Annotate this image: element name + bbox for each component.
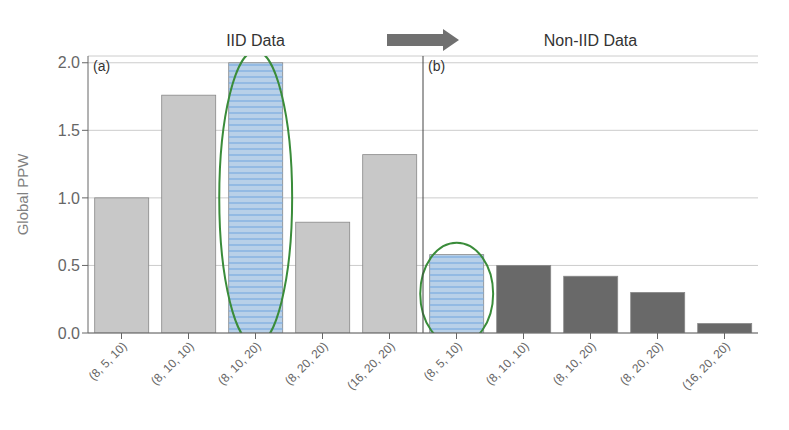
svg-text:(b): (b) — [428, 58, 445, 74]
svg-text:(a): (a) — [93, 58, 110, 74]
svg-text:IID Data: IID Data — [226, 32, 285, 49]
svg-text:(8, 10, 20): (8, 10, 20) — [550, 339, 599, 388]
svg-text:(16, 20, 20): (16, 20, 20) — [679, 339, 732, 392]
svg-text:(8, 20, 20): (8, 20, 20) — [282, 339, 331, 388]
svg-text:(8, 20, 20): (8, 20, 20) — [617, 339, 666, 388]
svg-text:1.5: 1.5 — [58, 122, 80, 139]
svg-text:Global PPW: Global PPW — [14, 153, 31, 236]
svg-text:(8, 5, 10): (8, 5, 10) — [86, 339, 130, 383]
svg-text:1.0: 1.0 — [58, 190, 80, 207]
svg-text:(8, 10, 10): (8, 10, 10) — [483, 339, 532, 388]
svg-text:Non-IID Data: Non-IID Data — [544, 32, 637, 49]
svg-text:0.5: 0.5 — [58, 257, 80, 274]
svg-text:0.0: 0.0 — [58, 325, 80, 342]
svg-text:(8, 10, 10): (8, 10, 10) — [148, 339, 197, 388]
svg-text:(8, 5, 10): (8, 5, 10) — [421, 339, 465, 383]
svg-text:(16, 20, 20): (16, 20, 20) — [344, 339, 397, 392]
svg-text:(8, 10, 20): (8, 10, 20) — [215, 339, 264, 388]
svg-text:2.0: 2.0 — [58, 54, 80, 71]
